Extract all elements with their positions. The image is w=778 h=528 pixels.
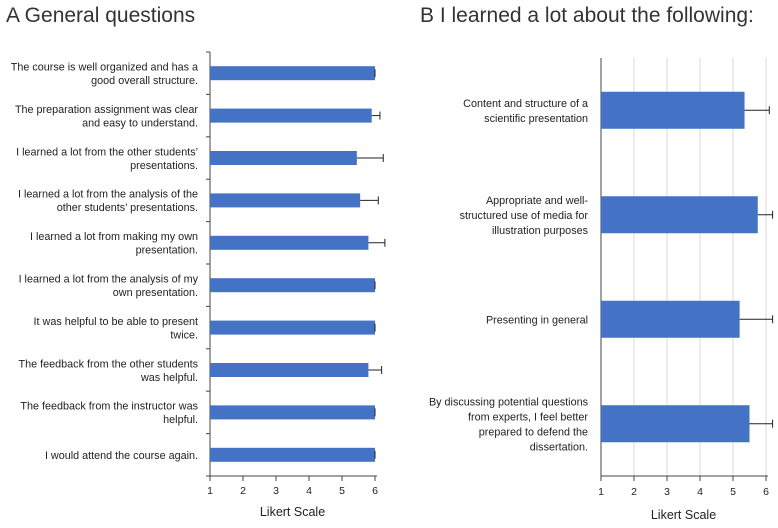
chart-a-x-tick-label: 1 — [207, 485, 213, 497]
chart-a-title: A General questions — [6, 4, 196, 27]
chart-b-category-label: scientific presentation — [484, 113, 588, 125]
chart-b-x-tick-label: 4 — [697, 486, 703, 498]
chart-a-category-label: helpful. — [163, 414, 198, 426]
chart-b-x-axis-title: Likert Scale — [651, 508, 716, 522]
chart-a-bar — [210, 320, 375, 335]
chart-a-category-label: other students’ presentations. — [57, 202, 198, 214]
chart-a-x-tick-label: 3 — [273, 485, 279, 497]
chart-b-title: B I learned a lot about the following: — [420, 4, 754, 27]
chart-a-category-label: I learned a lot from making my own — [30, 231, 198, 243]
chart-b-category-label: Appropriate and well- — [486, 195, 588, 207]
chart-b-x-tick-label: 5 — [730, 486, 736, 498]
chart-b-category-label: illustration purposes — [492, 225, 589, 237]
chart-a-category-label: presentation. — [136, 245, 198, 257]
chart-b-category-label: dissertation. — [530, 441, 588, 453]
chart-b-category-label: Content and structure of a — [463, 98, 588, 110]
chart-a-bar — [210, 108, 372, 123]
chart-a-category-label: The course is well organized and has a — [11, 61, 198, 73]
chart-b-category-label: prepared to defend the — [479, 426, 588, 438]
chart-a-bar — [210, 278, 375, 293]
chart-b-category-label: from experts, I feel better — [468, 411, 588, 423]
chart-a-category-label: I learned a lot from the other students’ — [16, 146, 198, 158]
chart-a: 1 2 3 4 5 6 Likert Scale The course is well org… — [11, 51, 386, 519]
chart-b-x-tick-label: 2 — [631, 486, 637, 498]
chart-b-bar — [601, 300, 740, 338]
chart-a-category-label: good overall structure. — [91, 75, 198, 87]
chart-a-x-tick-label: 4 — [306, 485, 312, 497]
chart-a-x-tick-label: 5 — [339, 485, 345, 497]
chart-a-category-label: was helpful. — [140, 372, 198, 384]
chart-b: 1 2 3 4 5 6 Likert Scale Content and structure … — [429, 58, 774, 522]
chart-a-x-axis-title: Likert Scale — [260, 505, 325, 519]
chart-a-bar — [210, 151, 357, 165]
chart-a-category-label: presentations. — [130, 160, 198, 172]
chart-a-category-label: The feedback from the instructor was — [20, 401, 198, 413]
chart-a-category-label: The feedback from the other students — [19, 358, 199, 370]
chart-a-category-label: own presentation. — [113, 287, 198, 299]
chart-a-category-label: The preparation assignment was clear — [15, 104, 198, 116]
chart-b-x-tick-label: 1 — [598, 486, 604, 498]
chart-b-x-tick-label: 3 — [664, 486, 670, 498]
chart-a-category-label: I learned a lot from the analysis of my — [19, 273, 199, 285]
chart-b-category-label: By discussing potential questions — [429, 396, 589, 408]
chart-a-category-label: and easy to understand. — [82, 117, 198, 129]
chart-a-bar — [210, 405, 375, 420]
chart-a-x-tick-label: 2 — [240, 485, 246, 497]
chart-a-category-label: It was helpful to be able to present — [34, 316, 198, 328]
chart-a-bar — [210, 235, 369, 250]
chart-a-bar — [210, 363, 369, 377]
chart-a-bar — [210, 193, 361, 208]
chart-b-bar — [601, 196, 758, 234]
chart-a-bar — [210, 447, 375, 462]
chart-b-bar — [601, 405, 750, 443]
chart-b-category-label: structured use of media for — [460, 210, 589, 222]
chart-a-category-label: I learned a lot from the analysis of the — [18, 189, 198, 201]
chart-b-category-label: Presenting in general — [486, 314, 588, 326]
chart-a-category-label: I would attend the course again. — [45, 450, 198, 462]
chart-a-bar — [210, 66, 375, 81]
chart-b-x-tick-label: 6 — [763, 486, 769, 498]
chart-a-category-label: twice. — [170, 329, 198, 341]
chart-a-x-tick-label: 6 — [372, 485, 378, 497]
chart-b-bar — [601, 91, 745, 129]
